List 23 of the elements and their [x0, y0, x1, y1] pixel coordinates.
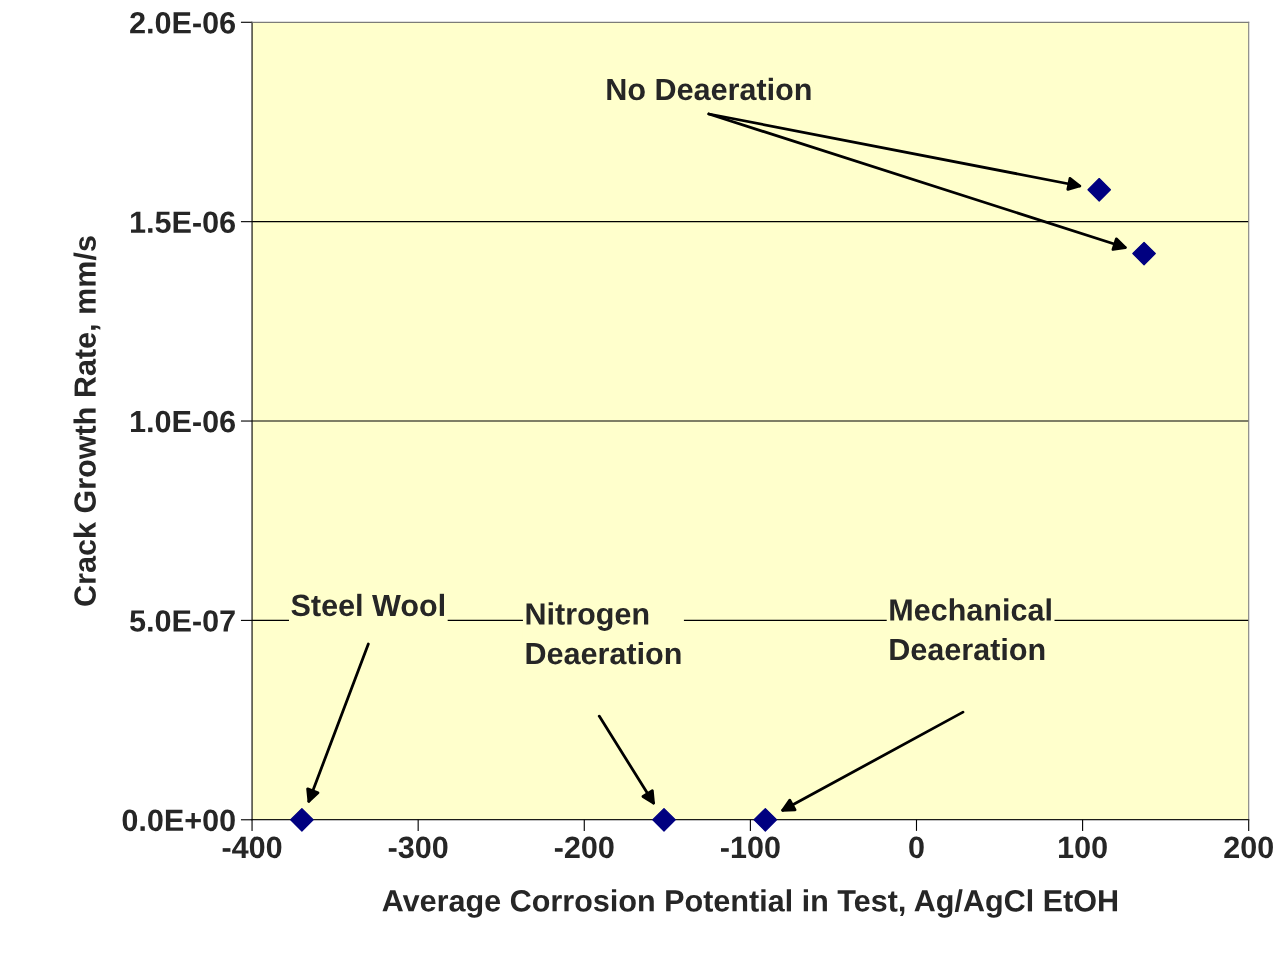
x-axis-title: Average Corrosion Potential in Test, Ag/AgCl EtOH [382, 889, 1118, 918]
annotation: No Deaeration [607, 77, 811, 101]
point [1087, 177, 1112, 202]
x-tick-label: 100 [1059, 836, 1107, 859]
annotation: Mechanical Deaeration [890, 598, 1051, 661]
x-tick-label: 200 [1224, 836, 1273, 859]
point [290, 807, 314, 832]
point [753, 807, 778, 832]
x-tick-label: 0 [909, 836, 924, 859]
x-tick-label: -400 [222, 836, 282, 859]
y-tick-label: 0.0E+00 [122, 809, 235, 832]
y-tick-label: 2.0E-06 [130, 12, 235, 34]
annotation: Steel Wool [291, 593, 444, 617]
point [1132, 241, 1156, 266]
annotation: Nitrogen Deaeration [526, 602, 681, 665]
y-axis-title: Crack Growth Rate, mm/s [73, 236, 101, 606]
y-tick-label: 1.5E-06 [131, 211, 235, 234]
x-tick-label: -100 [721, 836, 780, 859]
y-tick-label: 5.0E-07 [130, 610, 235, 632]
point [652, 807, 676, 832]
x-tick-label: -300 [388, 836, 448, 859]
y-tick-label: 1.0E-06 [131, 410, 235, 433]
x-tick-label: -200 [554, 836, 614, 859]
